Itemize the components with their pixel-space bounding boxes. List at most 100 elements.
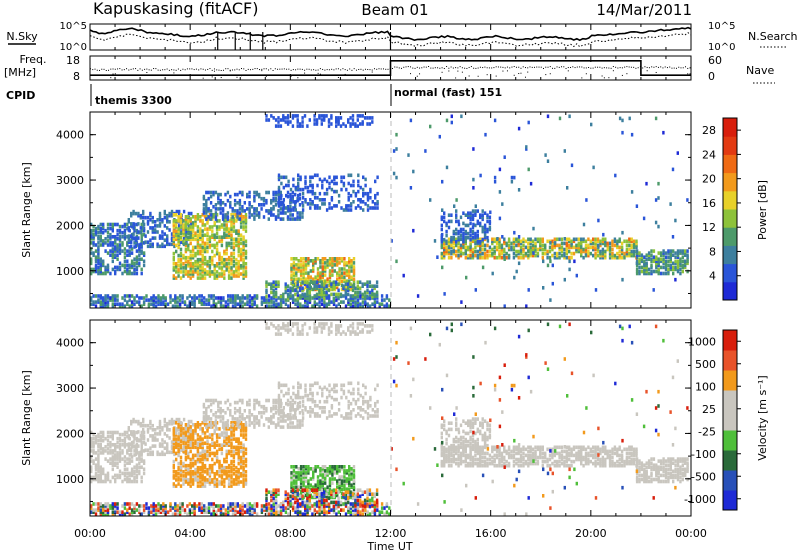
nave-point [601, 67, 603, 69]
power-cell [262, 198, 266, 203]
nave-point [166, 68, 168, 70]
power-cell [498, 167, 502, 172]
velocity-cell [92, 440, 95, 445]
velocity-cell [163, 419, 166, 424]
power-cell [128, 245, 131, 249]
nave-point [211, 69, 213, 71]
velocity-cell [231, 504, 235, 508]
power-cell [373, 302, 377, 306]
colorbar-swatch [723, 281, 737, 301]
power-cell [233, 192, 237, 197]
power-cell [392, 171, 396, 176]
power-cell [330, 292, 333, 297]
velocity-cell [111, 461, 114, 465]
velocity-cell [142, 417, 145, 422]
power-cell [584, 249, 588, 254]
velocity-cell [184, 476, 188, 480]
nave-point [603, 77, 605, 79]
power-cell [289, 213, 292, 217]
nave-point [349, 68, 351, 70]
power-cell [657, 261, 660, 266]
power-cell [307, 275, 310, 279]
power-cell [467, 245, 470, 250]
power-cell [601, 247, 605, 252]
power-cell [267, 217, 270, 221]
velocity-cell [208, 451, 212, 456]
velocity-cell [187, 478, 190, 482]
power-cell [182, 253, 185, 258]
power-cell [315, 286, 319, 291]
power-cell [356, 300, 360, 304]
power-cell [289, 187, 293, 192]
velocity-cell [111, 510, 114, 514]
power-cell [362, 208, 365, 212]
power-cell [452, 247, 455, 252]
power-cell [471, 247, 475, 252]
power-cell [330, 122, 333, 126]
nave-point [495, 75, 497, 77]
power-cell [287, 304, 290, 308]
power-cell [231, 294, 235, 298]
power-cell [455, 209, 458, 213]
power-cell [212, 192, 215, 197]
power-cell [348, 269, 351, 273]
nsky-spikes [217, 32, 392, 50]
velocity-cell [106, 475, 110, 480]
power-cell [248, 207, 251, 211]
power-cell [196, 249, 200, 254]
nave-point [621, 74, 623, 76]
power-cell [453, 204, 456, 208]
power-cell [203, 249, 207, 254]
velocity-cell [211, 463, 214, 468]
power-cell [179, 270, 183, 274]
power-cell [307, 271, 310, 275]
power-cell [455, 237, 458, 242]
power-cell [630, 243, 633, 248]
power-cell [527, 288, 530, 292]
velocity-cell [158, 426, 162, 430]
velocity-cell [162, 510, 165, 514]
velocity-cell [196, 451, 200, 456]
velocity-cell [186, 504, 189, 508]
power-cell [213, 268, 216, 272]
power-cell [104, 265, 107, 270]
velocity-cell [142, 428, 145, 432]
velocity-cell [138, 504, 141, 508]
power-cell [284, 302, 288, 306]
velocity-cell [213, 441, 216, 445]
power-cell [330, 206, 334, 210]
power-cell [90, 237, 93, 241]
power-cell [469, 245, 472, 250]
power-cell [469, 253, 472, 258]
velocity-cell [373, 508, 377, 512]
power-cell [134, 211, 138, 216]
power-cell [270, 213, 273, 217]
power-cell [681, 255, 684, 259]
nave-point [265, 68, 267, 70]
power-cell [643, 269, 646, 274]
velocity-cell [196, 445, 200, 450]
power-cell [235, 257, 238, 262]
power-cell [606, 245, 609, 250]
power-cell [130, 302, 134, 306]
nave-point [601, 75, 603, 77]
power-cell [664, 261, 668, 266]
nave-point [419, 67, 421, 69]
power-cell [352, 273, 356, 277]
power-cell [211, 215, 214, 219]
power-cell [620, 255, 624, 260]
power-cell [244, 219, 248, 223]
velocity-cell [106, 430, 110, 435]
velocity-cell [152, 504, 155, 508]
power-cell [203, 270, 207, 274]
velocity-cell [138, 510, 141, 514]
power-cell [157, 296, 160, 300]
power-cell [299, 281, 303, 286]
power-cell [196, 264, 200, 268]
power-cell [272, 282, 275, 286]
velocity-cell [135, 502, 139, 506]
power-cell [161, 218, 164, 222]
velocity-cell [149, 421, 152, 426]
power-cell [213, 253, 216, 258]
velocity-cell [208, 480, 212, 484]
